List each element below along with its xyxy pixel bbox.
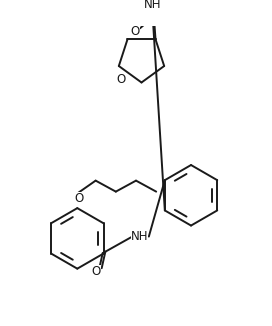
Text: O: O	[92, 265, 101, 278]
Text: O: O	[75, 192, 84, 205]
Text: O: O	[116, 73, 126, 86]
Text: NH: NH	[144, 0, 162, 11]
Text: O: O	[131, 24, 140, 37]
Text: NH: NH	[131, 230, 149, 243]
